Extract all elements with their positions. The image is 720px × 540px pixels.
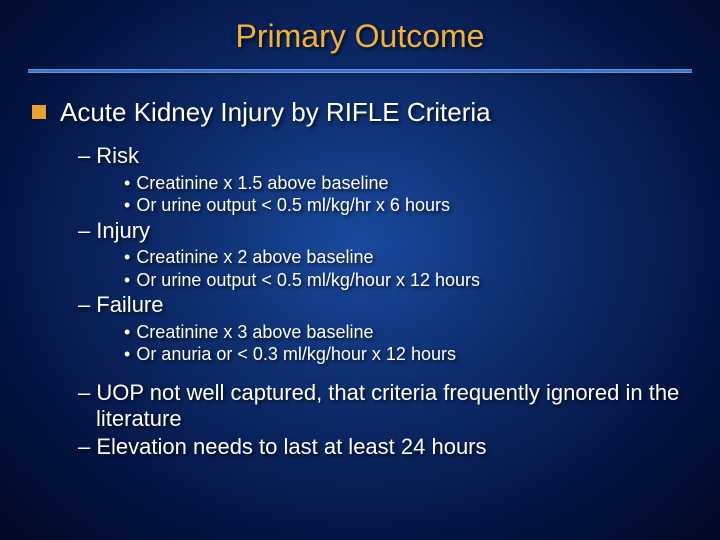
main-bullet: Acute Kidney Injury by RIFLE Criteria [32, 97, 688, 128]
dot-icon: • [124, 195, 130, 215]
category-label: Risk [96, 143, 139, 168]
category-risk: –Risk [78, 142, 688, 170]
note-item: – UOP not well captured, that criteria f… [78, 380, 688, 433]
point-item: • Or anuria or < 0.3 ml/kg/hour x 12 hour… [124, 343, 688, 366]
category-failure: –Failure [78, 291, 688, 319]
dash-icon: – [78, 143, 90, 168]
note-item: – Elevation needs to last at least 24 ho… [78, 434, 688, 460]
category-injury: –Injury [78, 217, 688, 245]
point-item: • Or urine output < 0.5 ml/kg/hour x 12 h… [124, 269, 688, 292]
point-text: Or urine output < 0.5 ml/kg/hour x 12 ho… [136, 270, 480, 290]
category-label: Failure [96, 292, 163, 317]
dot-icon: • [124, 173, 130, 193]
point-text: Or anuria or < 0.3 ml/kg/hour x 12 hours [136, 344, 456, 364]
point-text: Creatinine x 1.5 above baseline [136, 173, 388, 193]
point-item: • Creatinine x 3 above baseline [124, 321, 688, 344]
dot-icon: • [124, 247, 130, 267]
spacer [32, 366, 688, 380]
point-text: Creatinine x 2 above baseline [136, 247, 373, 267]
point-item: • Creatinine x 2 above baseline [124, 246, 688, 269]
dash-icon: – [78, 380, 90, 405]
dot-icon: • [124, 344, 130, 364]
point-text: Creatinine x 3 above baseline [136, 322, 373, 342]
dash-icon: – [78, 292, 90, 317]
dash-icon: – [78, 434, 90, 459]
point-item: • Or urine output < 0.5 ml/kg/hr x 6 hour… [124, 194, 688, 217]
slide-title: Primary Outcome [28, 18, 692, 55]
point-item: • Creatinine x 1.5 above baseline [124, 172, 688, 195]
point-text: Or urine output < 0.5 ml/kg/hr x 6 hours [136, 195, 450, 215]
dash-icon: – [78, 218, 90, 243]
dot-icon: • [124, 270, 130, 290]
main-bullet-text: Acute Kidney Injury by RIFLE Criteria [60, 97, 491, 128]
square-bullet-icon [32, 105, 46, 119]
content-area: Acute Kidney Injury by RIFLE Criteria –R… [28, 97, 692, 461]
title-divider [28, 69, 692, 73]
note-text: Elevation needs to last at least 24 hour… [96, 434, 486, 459]
dot-icon: • [124, 322, 130, 342]
slide-container: Primary Outcome Acute Kidney Injury by R… [0, 0, 720, 540]
category-label: Injury [96, 218, 150, 243]
note-text: UOP not well captured, that criteria fre… [96, 380, 679, 431]
